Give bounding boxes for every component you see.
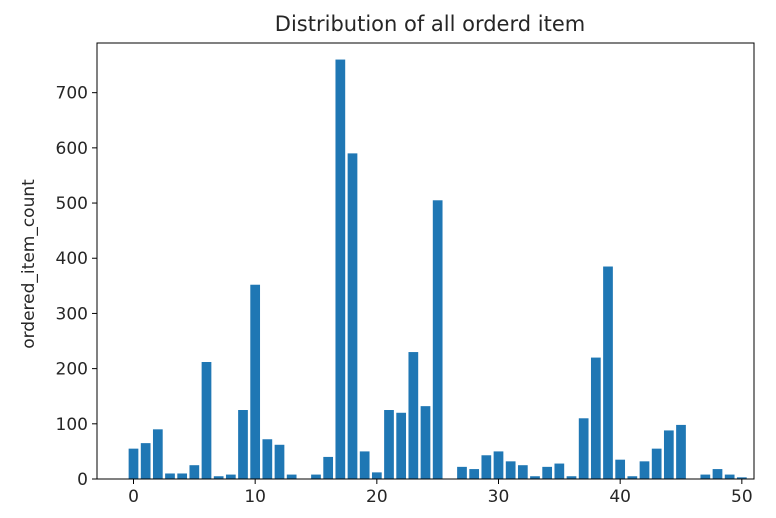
- bar-28: [469, 469, 480, 479]
- y-tick-label: 700: [56, 84, 88, 104]
- y-tick-label: 400: [56, 249, 88, 269]
- bar-13: [286, 474, 297, 479]
- bar-1: [140, 443, 151, 479]
- y-axis-ticks: 0 100 200 300 400 500 600 700: [56, 84, 97, 490]
- bar-17: [335, 59, 346, 480]
- bar-2: [152, 429, 163, 479]
- chart-title: Distribution of all orderd item: [275, 12, 585, 36]
- x-axis-ticks: 0 10 20 30 40 50: [128, 479, 753, 507]
- bar-30: [493, 451, 504, 479]
- y-tick-label: 200: [56, 360, 88, 380]
- x-tick-label: 0: [128, 487, 139, 507]
- y-tick-label: 500: [56, 194, 88, 214]
- bar-31: [505, 461, 516, 479]
- bar-44: [663, 430, 674, 479]
- bars-group: [128, 59, 747, 480]
- bar-20: [371, 472, 382, 479]
- bar-23: [408, 352, 419, 479]
- x-tick-label: 10: [244, 487, 266, 507]
- bar-21: [384, 410, 394, 479]
- bar-32: [517, 465, 528, 479]
- bar-25: [432, 200, 443, 480]
- bar-43: [651, 448, 662, 479]
- bar-27: [457, 466, 467, 479]
- plot-frame: [96, 42, 755, 480]
- bar-15: [311, 474, 321, 479]
- bar-34: [542, 466, 553, 479]
- bar-49: [724, 474, 735, 479]
- y-tick-label: 600: [56, 139, 88, 159]
- bar-33: [530, 476, 540, 479]
- bar-6: [201, 362, 212, 479]
- x-tick-label: 30: [488, 487, 510, 507]
- bar-9: [238, 410, 248, 479]
- bar-39: [603, 266, 613, 479]
- bar-50: [736, 477, 747, 479]
- bar-40: [615, 459, 626, 479]
- x-tick-label: 40: [609, 487, 631, 507]
- bar-0: [128, 448, 139, 479]
- bar-5: [189, 465, 200, 479]
- bar-35: [554, 463, 565, 479]
- bar-4: [177, 473, 188, 479]
- x-tick-label: 20: [366, 487, 388, 507]
- y-axis-label: ordered_item_count: [19, 179, 39, 349]
- bar-3: [165, 473, 175, 479]
- bar-38: [590, 357, 601, 479]
- y-tick-label: 0: [77, 470, 88, 490]
- bar-48: [712, 469, 723, 479]
- bar-8: [225, 474, 236, 479]
- x-tick-label: 50: [731, 487, 753, 507]
- bar-42: [639, 461, 650, 479]
- bar-47: [700, 474, 711, 479]
- y-tick-label: 300: [56, 304, 88, 324]
- bar-45: [676, 424, 686, 479]
- bar-29: [481, 455, 492, 479]
- bar-7: [213, 476, 224, 479]
- bar-18: [347, 153, 358, 479]
- bar-16: [323, 456, 334, 479]
- bar-36: [566, 476, 577, 479]
- bar-10: [250, 284, 261, 479]
- y-tick-label: 100: [56, 415, 88, 435]
- bar-22: [396, 412, 407, 479]
- bar-19: [359, 451, 370, 479]
- bar-24: [420, 406, 431, 479]
- bar-41: [627, 476, 638, 479]
- bar-12: [274, 444, 285, 479]
- bar-11: [262, 439, 273, 479]
- bar-37: [578, 418, 589, 479]
